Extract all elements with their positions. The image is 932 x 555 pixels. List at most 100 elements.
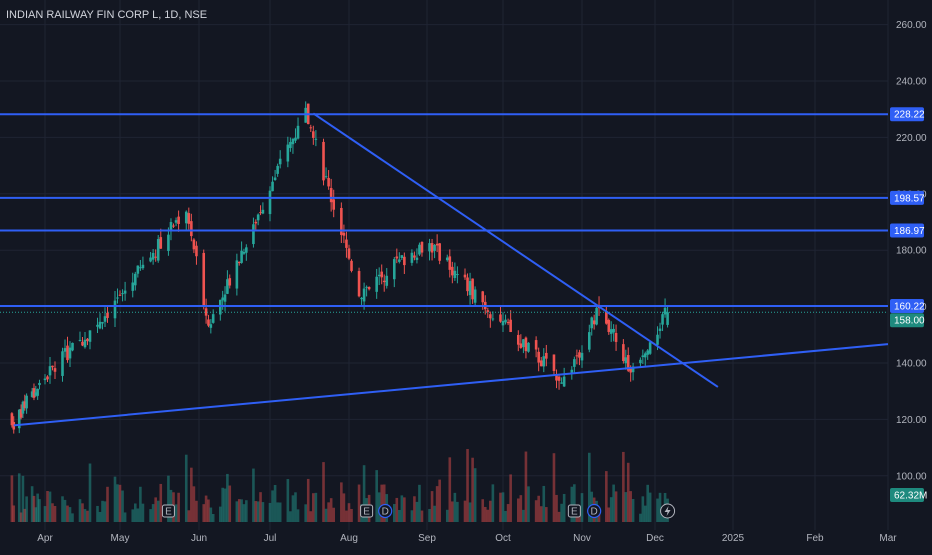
volume-bar xyxy=(30,486,34,522)
candle-body xyxy=(254,221,258,224)
candle-body xyxy=(304,107,307,123)
candle-body xyxy=(666,312,669,325)
volume-bar xyxy=(226,473,229,522)
volume-bar xyxy=(254,501,258,522)
price-tick-label: 220.00 xyxy=(896,133,927,144)
candle-body xyxy=(278,158,282,165)
candle-body xyxy=(516,334,520,345)
candle-body xyxy=(240,250,243,263)
candle-body xyxy=(268,190,272,215)
volume-bar xyxy=(261,502,265,522)
volume-bar xyxy=(438,479,441,522)
volume-bar xyxy=(256,501,260,522)
candle-body xyxy=(398,259,401,262)
volume-bar xyxy=(506,504,510,522)
candle-body xyxy=(578,352,581,358)
level-price-label-bg xyxy=(890,190,924,205)
level-price-label[interactable]: 186.97 xyxy=(890,223,925,238)
candle-body xyxy=(226,279,229,294)
volume-bar xyxy=(190,467,193,522)
volume-bar xyxy=(451,501,454,522)
candle-body xyxy=(345,239,348,248)
last-price-label-text: 158.00 xyxy=(894,316,925,327)
candle-body xyxy=(626,355,630,371)
candle-body xyxy=(131,282,135,291)
candle-body xyxy=(435,243,439,246)
volume-bar xyxy=(159,483,163,522)
volume-bar xyxy=(392,504,396,522)
volume-bar xyxy=(123,512,127,522)
volume-bar xyxy=(10,475,14,522)
price-tick-label: 100.00 xyxy=(896,471,927,482)
candle-body xyxy=(656,334,659,345)
volume-bar xyxy=(403,497,406,522)
volume-bar xyxy=(489,500,492,522)
candle-body xyxy=(605,310,608,324)
level-price-label[interactable]: 160.22 xyxy=(890,298,925,313)
earnings-marker[interactable] xyxy=(161,504,175,518)
candle-body xyxy=(322,141,325,181)
candle-body xyxy=(172,225,175,227)
candle-body xyxy=(473,289,477,303)
volume-bar xyxy=(648,492,652,522)
volume-bar xyxy=(575,513,579,522)
volume-bar xyxy=(555,494,558,522)
earnings-marker[interactable] xyxy=(360,504,374,518)
time-tick-label: Aug xyxy=(340,533,358,544)
candle-body xyxy=(329,188,333,203)
volume-bar xyxy=(131,509,135,522)
candle-body xyxy=(468,281,472,296)
horizontal-levels[interactable] xyxy=(0,113,888,307)
candle-body xyxy=(98,321,102,329)
time-tick-label: Sep xyxy=(418,533,436,544)
candle-body xyxy=(433,244,436,251)
candle-body xyxy=(365,286,368,288)
volume-value-label[interactable]: 62.32M xyxy=(890,488,927,502)
candle-body xyxy=(362,288,366,302)
volume-bar xyxy=(221,487,224,522)
candle-body xyxy=(261,209,265,214)
volume-bar xyxy=(103,501,107,522)
candle-body xyxy=(324,176,328,178)
candle-body xyxy=(101,322,104,324)
volume-bar xyxy=(415,501,419,522)
volume-bar xyxy=(398,509,401,522)
dividend-marker[interactable] xyxy=(587,503,602,519)
trendlines[interactable] xyxy=(13,112,889,427)
volume-bar xyxy=(624,492,628,522)
candle-body xyxy=(527,342,530,352)
candle-body xyxy=(555,375,558,381)
volume-bar xyxy=(347,503,351,522)
trendline-ascending-support[interactable] xyxy=(13,343,889,427)
candle-body xyxy=(392,259,396,280)
volume-bar xyxy=(19,512,23,522)
candle-body xyxy=(289,141,292,149)
volume-bar xyxy=(113,476,117,522)
candle-body xyxy=(296,125,300,139)
candle-body xyxy=(34,392,38,396)
earnings-marker[interactable] xyxy=(567,504,581,518)
level-price-label[interactable]: 198.57 xyxy=(890,190,925,205)
volume-bar xyxy=(259,492,262,522)
volume-bar xyxy=(304,504,307,522)
dividend-marker[interactable] xyxy=(378,503,393,519)
last-price-label[interactable]: 158.00 xyxy=(890,313,925,328)
volume-bar xyxy=(86,510,89,522)
volume-bar xyxy=(324,508,328,522)
volume-bar xyxy=(322,462,325,522)
trendline-descending-resistance[interactable] xyxy=(312,112,719,388)
candle-body xyxy=(385,275,389,286)
volume-bar xyxy=(486,509,490,522)
candlesticks xyxy=(10,101,669,434)
candle-body xyxy=(202,252,206,308)
candle-body xyxy=(614,332,618,342)
candle-body xyxy=(648,342,652,354)
level-price-label[interactable]: 228.22 xyxy=(890,107,925,122)
candle-body xyxy=(30,391,34,397)
candle-body xyxy=(375,276,378,292)
volume-bar xyxy=(23,508,27,522)
volume-bar xyxy=(219,506,222,522)
